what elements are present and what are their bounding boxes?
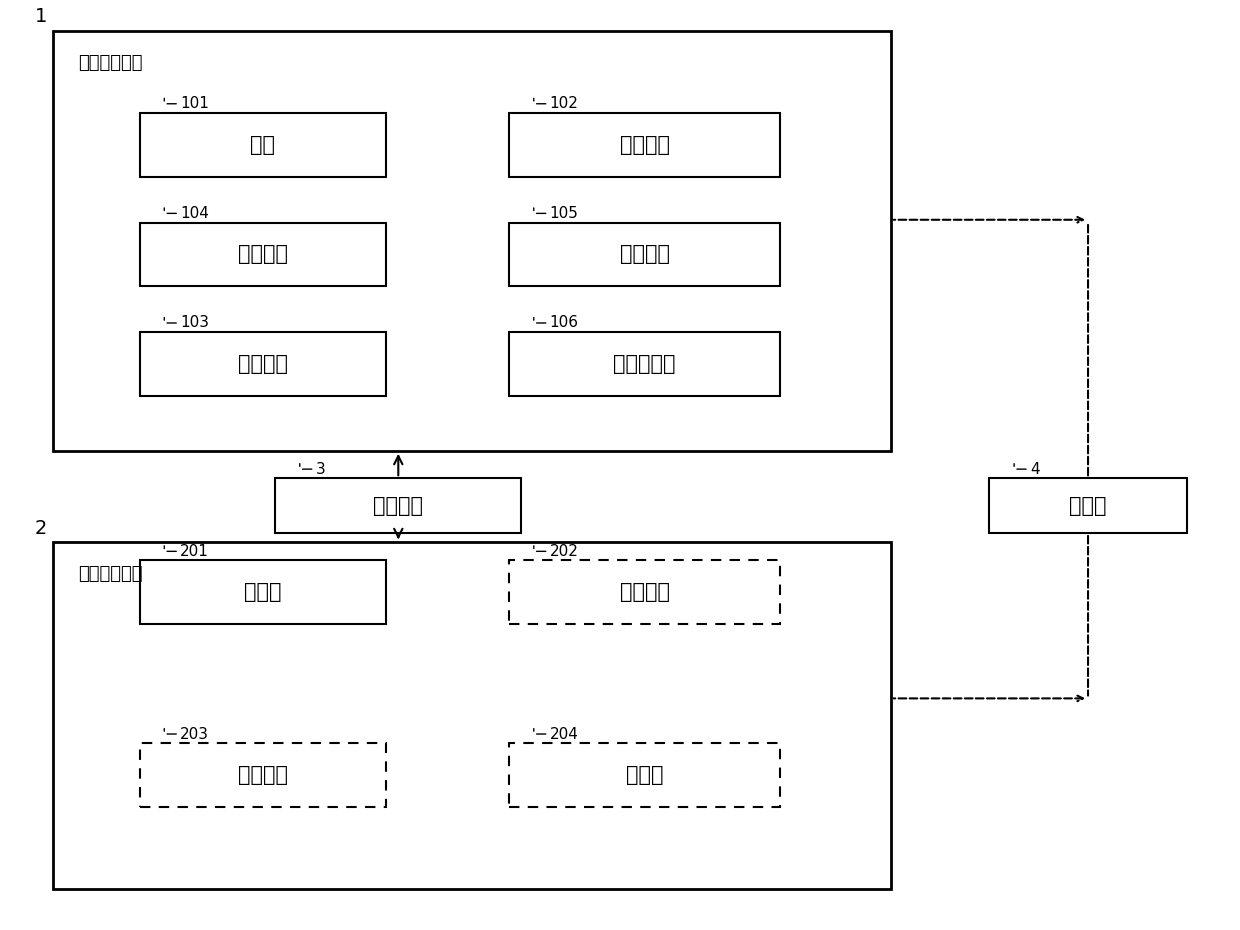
Text: 202: 202 <box>549 544 579 559</box>
FancyBboxPatch shape <box>510 743 780 807</box>
FancyBboxPatch shape <box>990 478 1187 533</box>
Text: 103: 103 <box>180 315 210 330</box>
Text: 飞控系统: 飞控系统 <box>238 354 288 374</box>
Text: 附加油箱: 附加油箱 <box>620 582 670 603</box>
Text: 101: 101 <box>180 97 210 112</box>
Text: 电缆及接口: 电缆及接口 <box>614 354 676 374</box>
FancyBboxPatch shape <box>53 542 892 889</box>
Text: 3: 3 <box>316 461 326 477</box>
Text: 104: 104 <box>180 206 210 220</box>
FancyBboxPatch shape <box>140 561 386 624</box>
Text: 任务荷载模块: 任务荷载模块 <box>78 565 143 583</box>
FancyBboxPatch shape <box>510 113 780 177</box>
FancyBboxPatch shape <box>140 332 386 396</box>
FancyBboxPatch shape <box>510 561 780 624</box>
FancyBboxPatch shape <box>140 113 386 177</box>
Text: 4: 4 <box>1030 461 1040 477</box>
Text: 105: 105 <box>549 206 579 220</box>
FancyBboxPatch shape <box>140 222 386 286</box>
Text: 起落架: 起落架 <box>1069 496 1107 515</box>
Text: 机身: 机身 <box>250 135 275 155</box>
Text: 备用电池: 备用电池 <box>238 765 288 785</box>
Text: 1: 1 <box>35 7 47 26</box>
FancyBboxPatch shape <box>140 743 386 807</box>
FancyBboxPatch shape <box>275 478 522 533</box>
Text: 飞行平台模块: 飞行平台模块 <box>78 54 143 72</box>
Text: 配重物: 配重物 <box>626 765 663 785</box>
Text: 203: 203 <box>180 726 210 741</box>
Text: 旋翼系统: 旋翼系统 <box>620 135 670 155</box>
Text: 电力系统: 电力系统 <box>620 245 670 264</box>
FancyBboxPatch shape <box>510 222 780 286</box>
Text: 荷载舱: 荷载舱 <box>244 582 281 603</box>
Text: 2: 2 <box>35 519 47 538</box>
Text: 动力系统: 动力系统 <box>238 245 288 264</box>
Text: 201: 201 <box>180 544 210 559</box>
FancyBboxPatch shape <box>53 31 892 451</box>
FancyBboxPatch shape <box>510 332 780 396</box>
Text: 102: 102 <box>549 97 579 112</box>
Text: 204: 204 <box>549 726 579 741</box>
Text: 固定装置: 固定装置 <box>373 496 423 515</box>
Text: 106: 106 <box>549 315 579 330</box>
